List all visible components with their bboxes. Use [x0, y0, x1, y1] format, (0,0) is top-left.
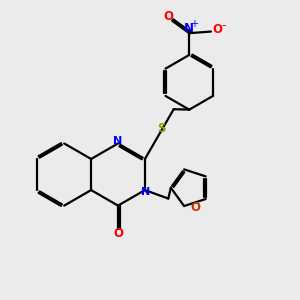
Text: -: - [221, 19, 226, 32]
Text: +: + [190, 19, 198, 29]
Text: N: N [184, 22, 194, 35]
Text: N: N [141, 188, 150, 197]
Text: O: O [113, 227, 123, 240]
Text: N: N [113, 136, 123, 146]
Text: O: O [191, 201, 201, 214]
Text: O: O [163, 10, 173, 23]
Text: S: S [157, 122, 165, 135]
Text: O: O [212, 23, 222, 36]
